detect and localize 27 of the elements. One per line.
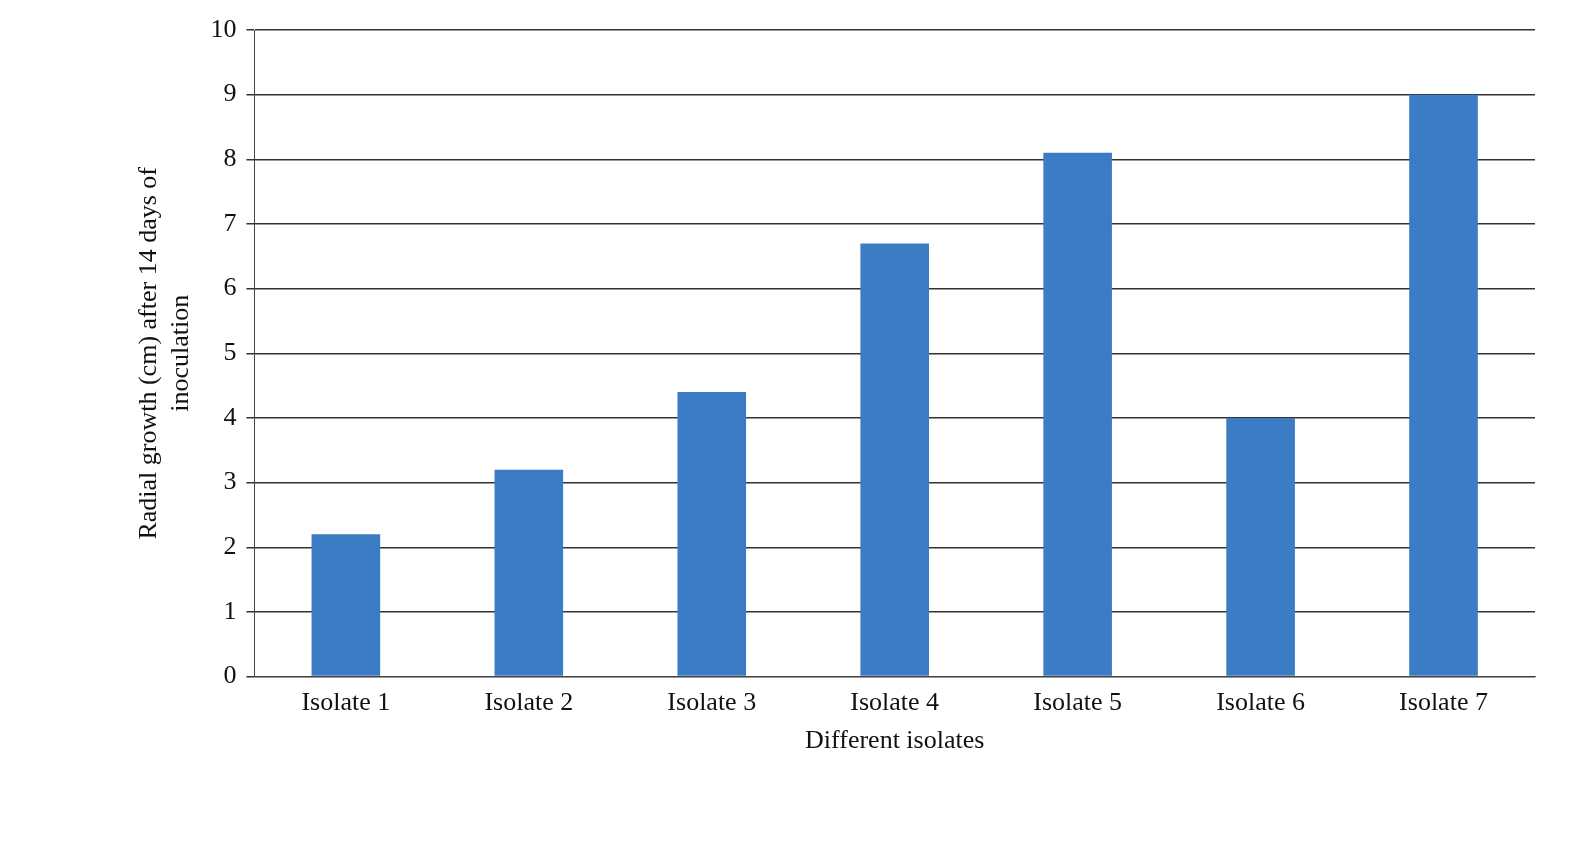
- x-tick-label: Isolate 3: [667, 687, 757, 717]
- y-tick-label: 8: [223, 143, 237, 173]
- bar: [677, 392, 747, 676]
- y-tick-label: 4: [223, 401, 237, 431]
- y-tick-label: 2: [223, 531, 237, 561]
- y-tick-label: 3: [223, 466, 237, 496]
- x-tick-label: Isolate 4: [850, 687, 940, 717]
- x-tick-label: Isolate 1: [301, 687, 391, 717]
- y-tick-label: 1: [223, 595, 237, 625]
- bar: [494, 469, 564, 676]
- x-tick-label: Isolate 2: [484, 687, 574, 717]
- y-axis-title: Radial growth (cm) after 14 days of inoculation: [133, 166, 194, 540]
- y-tick-label: 6: [223, 272, 237, 302]
- bar: [1226, 417, 1295, 676]
- x-tick-label: Isolate 5: [1033, 687, 1123, 717]
- bar: [1043, 152, 1112, 676]
- y-tick-label: 10: [210, 13, 237, 43]
- x-tick-label: Isolate 7: [1399, 687, 1488, 717]
- y-tick-label: 7: [223, 207, 237, 237]
- y-tick-label: 9: [223, 78, 237, 108]
- bar: [311, 534, 381, 676]
- x-axis-title: Different isolates: [805, 725, 985, 755]
- bar: [1409, 94, 1478, 676]
- bar: [860, 243, 929, 676]
- y-tick-label: 0: [223, 660, 237, 690]
- x-tick-label: Isolate 6: [1216, 687, 1305, 717]
- y-tick-label: 5: [223, 337, 237, 367]
